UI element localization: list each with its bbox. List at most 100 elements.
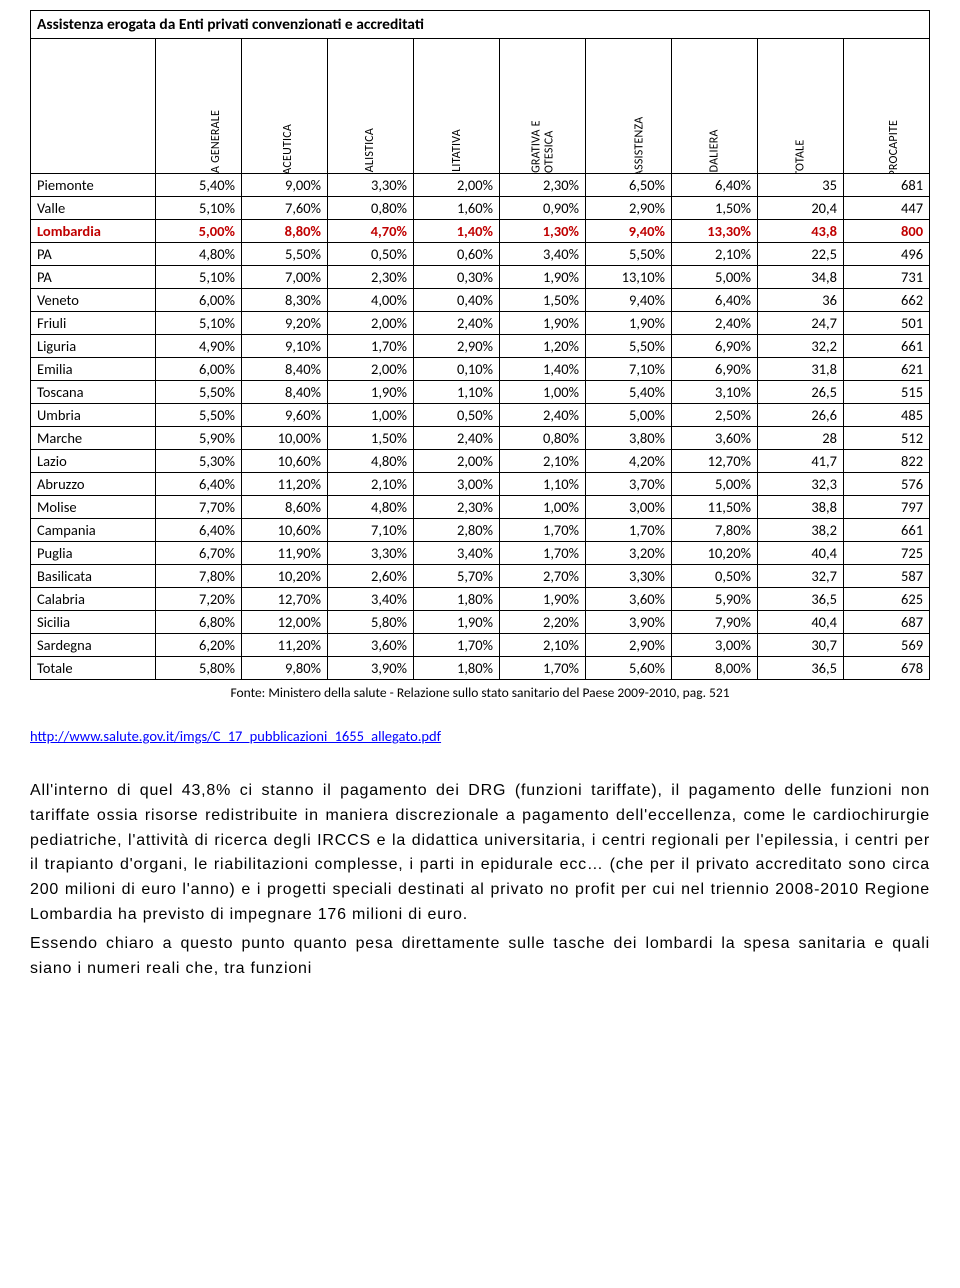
cell-value: 11,20% <box>242 473 328 496</box>
cell-value: 7,00% <box>242 266 328 289</box>
cell-value: 2,00% <box>414 450 500 473</box>
cell-value: 0,50% <box>328 243 414 266</box>
cell-value: 5,90% <box>672 588 758 611</box>
cell-value: 6,50% <box>586 174 672 197</box>
table-row: Lazio5,30%10,60%4,80%2,00%2,10%4,20%12,7… <box>31 450 930 473</box>
cell-value: 8,60% <box>242 496 328 519</box>
cell-value: 0,90% <box>500 197 586 220</box>
cell-value: 9,40% <box>586 220 672 243</box>
cell-value: 5,10% <box>156 312 242 335</box>
cell-value: 512 <box>844 427 930 450</box>
col-specialistica: SPECIALISTICA <box>328 39 414 174</box>
cell-value: 5,80% <box>156 657 242 680</box>
col-riabilitativa: RIABILITATIVA <box>414 39 500 174</box>
cell-value: 2,00% <box>328 312 414 335</box>
cell-value: 5,30% <box>156 450 242 473</box>
cell-value: 10,20% <box>672 542 758 565</box>
cell-value: 10,00% <box>242 427 328 450</box>
cell-value: 1,50% <box>672 197 758 220</box>
cell-value: 3,40% <box>500 243 586 266</box>
cell-value: 3,60% <box>672 427 758 450</box>
cell-value: 10,60% <box>242 450 328 473</box>
cell-value: 35 <box>758 174 844 197</box>
cell-value: 0,60% <box>414 243 500 266</box>
cell-value: 7,10% <box>328 519 414 542</box>
cell-value: 13,10% <box>586 266 672 289</box>
cell-value: 8,00% <box>672 657 758 680</box>
table-row: Marche5,90%10,00%1,50%2,40%0,80%3,80%3,6… <box>31 427 930 450</box>
cell-value: 0,80% <box>328 197 414 220</box>
cell-region: PA <box>31 266 156 289</box>
cell-region: Basilicata <box>31 565 156 588</box>
cell-value: 2,40% <box>414 427 500 450</box>
cell-region: Abruzzo <box>31 473 156 496</box>
cell-region: Lombardia <box>31 220 156 243</box>
cell-value: 822 <box>844 450 930 473</box>
cell-value: 36,5 <box>758 657 844 680</box>
cell-region: Molise <box>31 496 156 519</box>
col-altra: ALTRA ASSISTENZA <box>586 39 672 174</box>
cell-value: 2,30% <box>328 266 414 289</box>
cell-value: 3,80% <box>586 427 672 450</box>
cell-value: 38,8 <box>758 496 844 519</box>
table-title: Assistenza erogata da Enti privati conve… <box>31 11 930 39</box>
col-ospedaliera: OSPEDALIERA <box>672 39 758 174</box>
cell-value: 1,70% <box>414 634 500 657</box>
cell-value: 9,80% <box>242 657 328 680</box>
cell-value: 3,40% <box>328 588 414 611</box>
table-row: Liguria4,90%9,10%1,70%2,90%1,20%5,50%6,9… <box>31 335 930 358</box>
cell-value: 6,90% <box>672 335 758 358</box>
cell-value: 28 <box>758 427 844 450</box>
paragraph: Essendo chiaro a questo punto quanto pes… <box>30 932 930 982</box>
cell-value: 681 <box>844 174 930 197</box>
cell-region: Sicilia <box>31 611 156 634</box>
cell-region: Totale <box>31 657 156 680</box>
table-header-row: MEDICINA GENERALE FARMACEUTICA SPECIALIS… <box>31 39 930 174</box>
cell-value: 4,90% <box>156 335 242 358</box>
cell-value: 1,70% <box>500 519 586 542</box>
cell-value: 5,50% <box>242 243 328 266</box>
cell-value: 20,4 <box>758 197 844 220</box>
cell-value: 447 <box>844 197 930 220</box>
table-row: Abruzzo6,40%11,20%2,10%3,00%1,10%3,70%5,… <box>31 473 930 496</box>
cell-value: 5,50% <box>156 381 242 404</box>
col-procapite: EURO PROCAPITE <box>844 39 930 174</box>
cell-value: 2,90% <box>414 335 500 358</box>
cell-value: 22,5 <box>758 243 844 266</box>
cell-region: Valle <box>31 197 156 220</box>
cell-value: 9,10% <box>242 335 328 358</box>
source-link-block: http://www.salute.gov.it/imgs/C_17_pubbl… <box>30 727 930 745</box>
cell-value: 40,4 <box>758 542 844 565</box>
cell-value: 13,30% <box>672 220 758 243</box>
cell-value: 7,90% <box>672 611 758 634</box>
table-row: Totale5,80%9,80%3,90%1,80%1,70%5,60%8,00… <box>31 657 930 680</box>
cell-value: 0,40% <box>414 289 500 312</box>
cell-value: 1,50% <box>328 427 414 450</box>
cell-value: 34,8 <box>758 266 844 289</box>
cell-value: 5,50% <box>586 243 672 266</box>
cell-value: 661 <box>844 519 930 542</box>
table-row: Emilia6,00%8,40%2,00%0,10%1,40%7,10%6,90… <box>31 358 930 381</box>
cell-value: 40,4 <box>758 611 844 634</box>
cell-value: 1,10% <box>500 473 586 496</box>
table-row: Puglia6,70%11,90%3,30%3,40%1,70%3,20%10,… <box>31 542 930 565</box>
cell-value: 6,90% <box>672 358 758 381</box>
cell-value: 4,80% <box>156 243 242 266</box>
cell-value: 2,50% <box>672 404 758 427</box>
table-row: Veneto6,00%8,30%4,00%0,40%1,50%9,40%6,40… <box>31 289 930 312</box>
cell-value: 43,8 <box>758 220 844 243</box>
cell-value: 5,50% <box>586 335 672 358</box>
cell-value: 2,70% <box>500 565 586 588</box>
table-title-row: Assistenza erogata da Enti privati conve… <box>31 11 930 39</box>
cell-value: 5,00% <box>672 473 758 496</box>
cell-value: 6,20% <box>156 634 242 657</box>
cell-value: 569 <box>844 634 930 657</box>
cell-value: 7,80% <box>156 565 242 588</box>
table-row: Sardegna6,20%11,20%3,60%1,70%2,10%2,90%3… <box>31 634 930 657</box>
source-link[interactable]: http://www.salute.gov.it/imgs/C_17_pubbl… <box>30 727 441 745</box>
cell-value: 9,00% <box>242 174 328 197</box>
col-region-blank <box>31 39 156 174</box>
cell-value: 36,5 <box>758 588 844 611</box>
cell-value: 6,40% <box>156 473 242 496</box>
cell-value: 7,20% <box>156 588 242 611</box>
